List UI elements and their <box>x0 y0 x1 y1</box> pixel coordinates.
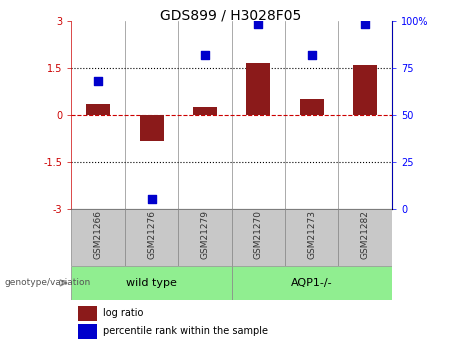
Bar <box>78 324 97 338</box>
Text: GSM21279: GSM21279 <box>201 210 209 259</box>
Bar <box>246 63 270 115</box>
Point <box>201 52 209 57</box>
Bar <box>140 115 164 141</box>
Bar <box>78 306 97 321</box>
Text: GSM21266: GSM21266 <box>94 210 103 259</box>
Text: GSM21270: GSM21270 <box>254 210 263 259</box>
Bar <box>125 209 178 266</box>
Bar <box>353 65 377 115</box>
Bar <box>231 209 285 266</box>
Bar <box>300 99 324 115</box>
Text: GSM21273: GSM21273 <box>307 210 316 259</box>
Point <box>95 78 102 83</box>
Bar <box>231 266 392 300</box>
Text: genotype/variation: genotype/variation <box>5 278 91 287</box>
Text: GDS899 / H3028F05: GDS899 / H3028F05 <box>160 9 301 23</box>
Point <box>254 22 262 27</box>
Text: wild type: wild type <box>126 278 177 288</box>
Point <box>148 197 155 202</box>
Bar <box>71 266 231 300</box>
Point <box>308 52 315 57</box>
Text: percentile rank within the sample: percentile rank within the sample <box>103 326 268 336</box>
Bar <box>178 209 231 266</box>
Text: log ratio: log ratio <box>103 308 144 318</box>
Bar <box>193 107 217 115</box>
Text: GSM21282: GSM21282 <box>361 210 370 259</box>
Bar <box>86 104 110 115</box>
Bar <box>71 209 125 266</box>
Text: GSM21276: GSM21276 <box>147 210 156 259</box>
Point <box>361 22 369 27</box>
Bar <box>338 209 392 266</box>
Text: AQP1-/-: AQP1-/- <box>291 278 332 288</box>
Bar <box>285 209 338 266</box>
